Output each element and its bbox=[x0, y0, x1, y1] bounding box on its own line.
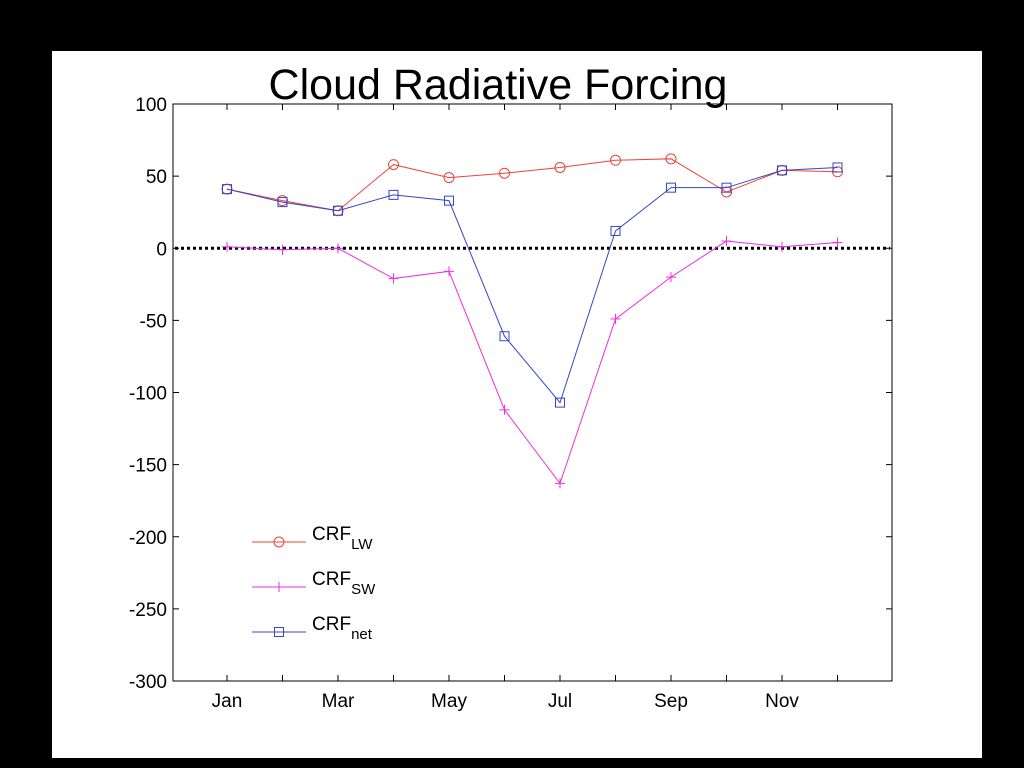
data-point bbox=[333, 205, 343, 216]
x-tick-label: Jul bbox=[548, 691, 572, 712]
y-tick-label: -300 bbox=[129, 672, 167, 693]
data-point bbox=[555, 397, 565, 408]
data-point bbox=[222, 184, 232, 195]
y-tick-label: -200 bbox=[129, 528, 167, 549]
legend-label: CRFSW bbox=[312, 569, 376, 598]
data-point bbox=[222, 241, 232, 252]
y-tick-label: -250 bbox=[129, 600, 167, 621]
data-point bbox=[777, 241, 787, 252]
data-point bbox=[499, 404, 510, 415]
data-point bbox=[610, 225, 621, 236]
legend-label-subscript: net bbox=[351, 626, 373, 643]
data-point bbox=[666, 182, 676, 193]
data-point bbox=[444, 266, 454, 277]
legend-label-subscript: SW bbox=[351, 581, 376, 598]
x-tick-label: Sep bbox=[654, 691, 688, 712]
legend-item-lw: CRFLW bbox=[252, 524, 373, 553]
data-point bbox=[666, 272, 676, 283]
x-tick-label: Mar bbox=[322, 691, 355, 712]
plot-frame bbox=[172, 103, 893, 682]
data-point bbox=[721, 182, 732, 193]
x-tick-label: Nov bbox=[765, 691, 799, 712]
data-point bbox=[499, 167, 510, 179]
y-tick-label: 100 bbox=[135, 95, 167, 116]
series-line bbox=[226, 240, 838, 485]
data-point bbox=[555, 478, 565, 489]
data-point bbox=[388, 189, 399, 200]
y-tick-label: -150 bbox=[129, 456, 167, 477]
data-point bbox=[721, 236, 732, 247]
data-point bbox=[388, 159, 399, 171]
data-point bbox=[777, 165, 787, 176]
legend-label: CRFLW bbox=[312, 524, 373, 553]
y-tick-label: 50 bbox=[146, 167, 167, 188]
data-point bbox=[832, 162, 843, 173]
legend-label-main: CRF bbox=[312, 524, 351, 545]
data-point bbox=[274, 627, 284, 637]
legend-label-main: CRF bbox=[312, 614, 351, 635]
chart-title: Cloud Radiative Forcing bbox=[269, 61, 728, 109]
legend-item-net: CRFnet bbox=[252, 614, 373, 643]
legend-item-sw: CRFSW bbox=[252, 569, 376, 598]
data-point bbox=[610, 154, 621, 166]
series-line bbox=[226, 158, 838, 212]
data-point bbox=[832, 237, 843, 248]
legend-label-main: CRF bbox=[312, 569, 351, 590]
data-point bbox=[499, 331, 510, 342]
data-point bbox=[333, 243, 343, 254]
data-point bbox=[277, 244, 288, 255]
x-tick-label: May bbox=[431, 691, 467, 712]
data-point bbox=[444, 195, 454, 206]
chart: Cloud Radiative Forcing 100 50 0 -50 -100 -15… bbox=[129, 61, 893, 712]
data-point bbox=[277, 197, 288, 208]
legend-label-subscript: LW bbox=[351, 536, 373, 553]
data-point bbox=[274, 582, 284, 592]
slide: Cloud Radiative Forcing 100 50 0 -50 -100 -15… bbox=[52, 51, 982, 758]
data-point bbox=[665, 153, 677, 165]
series-sw bbox=[222, 236, 843, 489]
series-line bbox=[226, 166, 838, 404]
data-point bbox=[388, 273, 399, 284]
series-net bbox=[222, 162, 843, 408]
y-tick-label: -100 bbox=[129, 384, 167, 405]
series-group bbox=[221, 153, 843, 489]
data-point bbox=[554, 161, 566, 173]
legend-label: CRFnet bbox=[312, 614, 373, 643]
x-tick-label: Jan bbox=[212, 691, 243, 712]
series-lw bbox=[221, 153, 843, 217]
y-tick-label: -50 bbox=[140, 311, 167, 332]
data-point bbox=[443, 172, 455, 184]
axes: 100 50 0 -50 -100 -150 -200 -250 -300 Jan Mar May Ju… bbox=[129, 95, 892, 712]
y-tick-label: 0 bbox=[156, 239, 167, 260]
data-point bbox=[273, 536, 285, 548]
data-point bbox=[610, 313, 621, 324]
